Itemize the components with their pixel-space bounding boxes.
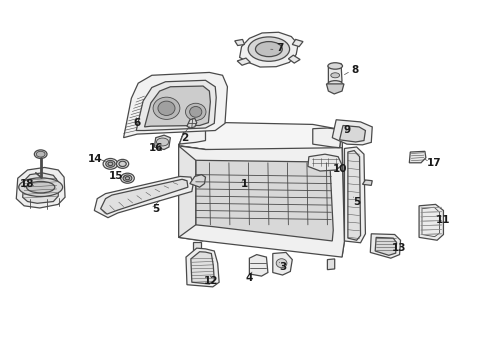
Polygon shape	[195, 160, 332, 241]
Polygon shape	[292, 40, 303, 46]
Text: 11: 11	[435, 215, 450, 225]
Polygon shape	[328, 63, 341, 84]
Polygon shape	[22, 173, 58, 203]
Polygon shape	[418, 204, 443, 240]
Polygon shape	[239, 32, 298, 67]
Ellipse shape	[103, 158, 118, 169]
Ellipse shape	[158, 101, 175, 116]
Polygon shape	[193, 242, 200, 251]
Text: 12: 12	[203, 276, 218, 286]
Polygon shape	[123, 72, 227, 138]
Ellipse shape	[36, 151, 45, 157]
Polygon shape	[327, 259, 334, 270]
Text: 17: 17	[426, 158, 440, 168]
Polygon shape	[249, 255, 267, 276]
Ellipse shape	[156, 138, 168, 146]
Ellipse shape	[327, 81, 342, 87]
Polygon shape	[16, 167, 65, 208]
Ellipse shape	[255, 41, 282, 57]
Polygon shape	[369, 234, 400, 258]
Ellipse shape	[123, 175, 132, 181]
Polygon shape	[189, 175, 205, 187]
Polygon shape	[288, 55, 300, 63]
Polygon shape	[339, 126, 365, 142]
Polygon shape	[307, 154, 341, 171]
Polygon shape	[339, 130, 344, 257]
Ellipse shape	[121, 173, 134, 183]
Ellipse shape	[26, 181, 55, 193]
Polygon shape	[344, 147, 365, 243]
Polygon shape	[178, 146, 195, 237]
Text: 3: 3	[278, 262, 285, 272]
Ellipse shape	[116, 159, 128, 168]
Polygon shape	[144, 86, 210, 127]
Polygon shape	[136, 80, 216, 131]
Text: 8: 8	[350, 64, 358, 75]
Text: 16: 16	[148, 143, 163, 153]
Polygon shape	[178, 123, 341, 151]
Text: 1: 1	[241, 179, 247, 189]
Polygon shape	[178, 126, 205, 146]
Text: 5: 5	[352, 197, 360, 207]
Ellipse shape	[247, 37, 289, 61]
Polygon shape	[326, 84, 343, 94]
Polygon shape	[331, 120, 371, 145]
Ellipse shape	[119, 161, 126, 167]
Ellipse shape	[327, 63, 342, 69]
Ellipse shape	[185, 103, 205, 121]
Ellipse shape	[125, 177, 129, 180]
Polygon shape	[101, 179, 187, 214]
Polygon shape	[347, 150, 360, 240]
Polygon shape	[178, 146, 205, 241]
Ellipse shape	[105, 161, 115, 167]
Text: 7: 7	[275, 43, 283, 53]
Polygon shape	[186, 118, 196, 128]
Text: 13: 13	[391, 243, 406, 253]
Ellipse shape	[34, 150, 47, 158]
Polygon shape	[154, 135, 170, 149]
Ellipse shape	[330, 73, 339, 78]
Ellipse shape	[19, 178, 62, 197]
Ellipse shape	[276, 259, 286, 268]
Polygon shape	[374, 237, 396, 255]
Polygon shape	[362, 180, 371, 185]
Text: 9: 9	[343, 125, 350, 135]
Ellipse shape	[153, 97, 180, 120]
Polygon shape	[178, 146, 344, 257]
Text: 6: 6	[133, 118, 141, 128]
Text: 18: 18	[20, 179, 35, 189]
Polygon shape	[408, 151, 425, 163]
Ellipse shape	[189, 107, 202, 117]
Text: 10: 10	[332, 164, 346, 174]
Polygon shape	[185, 248, 219, 287]
Polygon shape	[237, 58, 250, 65]
Text: 15: 15	[108, 171, 123, 181]
Text: 2: 2	[181, 133, 188, 143]
Polygon shape	[234, 40, 244, 45]
Polygon shape	[190, 252, 214, 284]
Ellipse shape	[108, 162, 113, 166]
Text: 5: 5	[152, 204, 159, 215]
Text: 14: 14	[87, 154, 102, 164]
Text: 4: 4	[245, 273, 253, 283]
Polygon shape	[94, 176, 193, 218]
Polygon shape	[312, 128, 341, 148]
Polygon shape	[272, 252, 292, 275]
